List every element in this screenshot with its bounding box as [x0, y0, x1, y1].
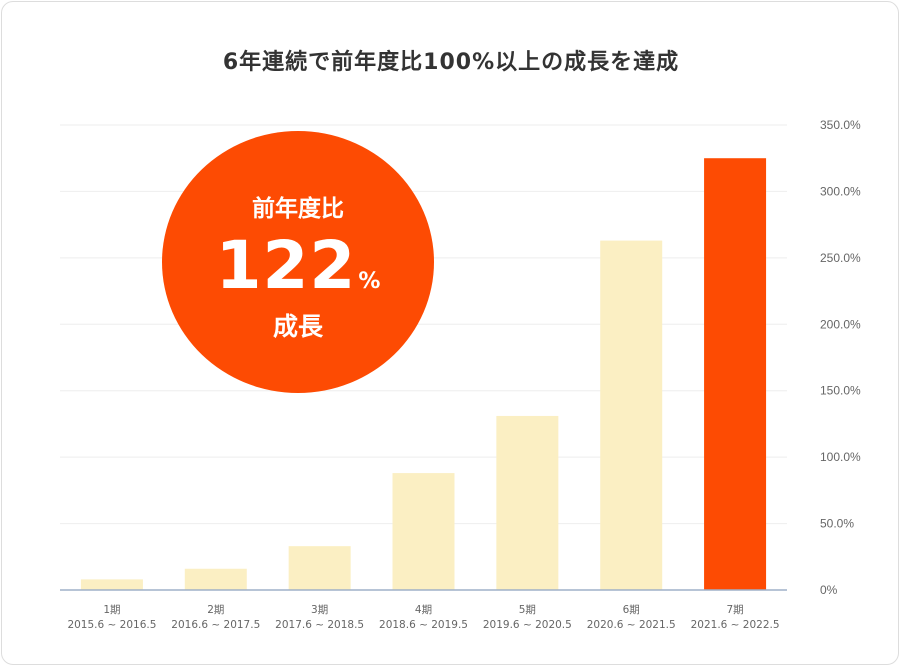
- x-tick-range: 2020.6 ~ 2021.5: [587, 619, 676, 631]
- x-tick-period: 3期: [311, 604, 328, 616]
- badge-value-row: 122%: [162, 227, 434, 304]
- bar-highlighted: [704, 158, 767, 590]
- bar: [80, 579, 143, 590]
- bars: [80, 158, 767, 591]
- x-tick-range: 2016.6 ~ 2017.5: [171, 619, 260, 631]
- bar: [184, 568, 247, 590]
- x-tick-period: 7期: [726, 604, 743, 616]
- x-tick-range: 2021.6 ~ 2022.5: [691, 619, 780, 631]
- bar: [600, 240, 663, 591]
- x-tick-period: 1期: [103, 604, 120, 616]
- growth-badge: 前年度比 122% 成長: [162, 131, 434, 393]
- x-tick-range: 2015.6 ~ 2016.5: [67, 619, 156, 631]
- x-tick-period: 2期: [207, 604, 224, 616]
- y-tick-label: 150.0%: [820, 384, 861, 398]
- y-axis-ticks: 0% 50.0% 100.0% 150.0% 200.0% 250.0% 300.0% 350…: [820, 118, 861, 597]
- badge-unit: %: [358, 269, 381, 294]
- badge-label: 前年度比: [252, 196, 344, 222]
- y-tick-label: 300.0%: [820, 184, 861, 198]
- badge-value: 122: [215, 227, 357, 304]
- x-tick-period: 6期: [623, 604, 640, 616]
- x-tick-period: 4期: [415, 604, 432, 616]
- x-tick-range: 2019.6 ~ 2020.5: [483, 619, 572, 631]
- grid-lines: [60, 124, 787, 525]
- bar: [288, 546, 351, 590]
- x-axis-labels: 1期 2015.6 ~ 2016.5 2期 2016.6 ~ 2017.5 3期 2017…: [67, 604, 779, 631]
- x-tick-period: 5期: [519, 604, 536, 616]
- y-tick-label: 350.0%: [820, 118, 861, 132]
- y-tick-label: 250.0%: [820, 251, 861, 265]
- bar: [392, 473, 455, 590]
- badge-suffix: 成長: [272, 312, 323, 341]
- x-tick-range: 2018.6 ~ 2019.5: [379, 619, 468, 631]
- y-tick-label: 200.0%: [820, 317, 861, 331]
- x-tick-range: 2017.6 ~ 2018.5: [275, 619, 364, 631]
- chart-title: 6年連続で前年度比100%以上の成長を達成: [222, 50, 680, 75]
- bar: [496, 415, 559, 590]
- y-tick-label: 100.0%: [820, 450, 861, 464]
- y-tick-label: 0%: [820, 583, 838, 597]
- y-tick-label: 50.0%: [820, 517, 854, 531]
